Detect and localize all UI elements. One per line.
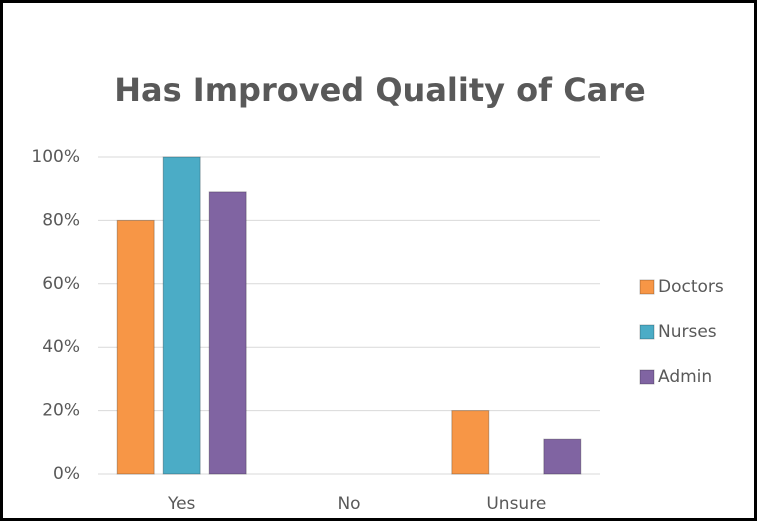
bar bbox=[543, 438, 582, 475]
y-tick-label: 100% bbox=[31, 147, 80, 167]
legend-label: Doctors bbox=[658, 277, 724, 297]
chart-title: Has Improved Quality of Care bbox=[114, 71, 646, 109]
legend-label: Nurses bbox=[658, 322, 717, 342]
legend-swatch bbox=[639, 279, 655, 295]
legend-label: Admin bbox=[658, 367, 712, 387]
x-tick-label: No bbox=[337, 494, 360, 514]
y-tick-label: 60% bbox=[42, 274, 80, 294]
bar bbox=[116, 219, 155, 475]
y-tick-label: 40% bbox=[42, 337, 80, 357]
y-tick-label: 0% bbox=[53, 464, 80, 484]
y-tick-label: 20% bbox=[42, 401, 80, 421]
legend-swatch bbox=[639, 369, 655, 385]
bar bbox=[208, 191, 247, 475]
bar bbox=[451, 410, 490, 475]
x-tick-label: Yes bbox=[167, 494, 196, 514]
bar bbox=[162, 156, 201, 475]
x-tick-label: Unsure bbox=[486, 494, 546, 514]
y-tick-label: 80% bbox=[42, 210, 80, 230]
legend-swatch bbox=[639, 324, 655, 340]
